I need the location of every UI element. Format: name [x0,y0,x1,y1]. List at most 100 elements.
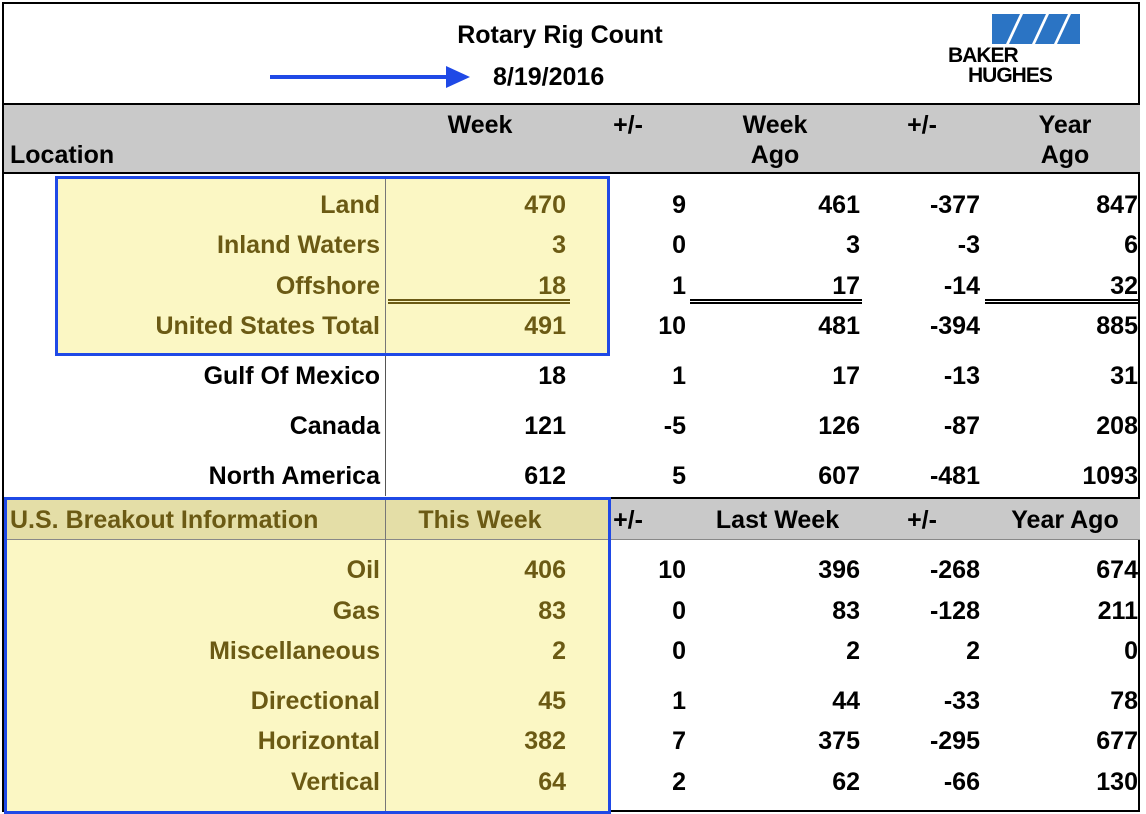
row-label: Offshore [275,272,380,300]
cell-week-ago: 607 [818,462,860,490]
row-label: Canada [289,412,380,440]
column-header-change-2: +/- [907,111,937,139]
cell-week-ago: 396 [818,556,860,584]
breakout-label-divider [385,499,386,812]
cell-week: 121 [524,412,566,440]
breakout-section-highlight [4,540,608,812]
breakout-header-this-week: This Week [418,506,542,534]
header-bottom-rule [4,172,1140,174]
breakout-header-change-2: +/- [907,506,937,534]
row-label: Gas [332,597,380,625]
cell-week: 64 [538,768,566,796]
cell-change-1: 5 [672,462,686,490]
cell-week: 382 [524,727,566,755]
cell-change-2: -268 [929,556,980,584]
breakout-header-year-ago: Year Ago [1011,506,1119,534]
cell-week-ago: 461 [818,191,860,219]
report-title: Rotary Rig Count [457,21,663,49]
logo-mark-icon [992,14,1080,44]
breakout-header-last-week: Last Week [715,506,840,534]
cell-change-1: 9 [672,191,686,219]
cell-change-1: 7 [672,727,686,755]
cell-change-2: -13 [943,362,980,390]
cell-change-1: 1 [672,687,686,715]
cell-week: 18 [538,272,566,300]
cell-week-ago: 62 [832,768,860,796]
row-label: Land [320,191,380,219]
cell-change-1: 0 [672,637,686,665]
cell-year-ago: 1093 [1082,462,1138,490]
breakout-bottom-rule [4,539,1140,540]
cell-change-1: 10 [658,556,686,584]
cell-change-2: -14 [943,272,980,300]
breakout-header-label: U.S. Breakout Information [10,506,319,534]
cell-change-2: -394 [929,312,980,340]
cell-year-ago: 674 [1096,556,1138,584]
row-label: Vertical [291,768,380,796]
total-double-rule-week-ago [690,299,862,304]
cell-year-ago: 847 [1096,191,1138,219]
cell-week-ago: 2 [846,637,860,665]
us-section-outline [55,176,610,356]
total-double-rule-week [388,299,570,304]
cell-change-2: 2 [966,637,980,665]
cell-change-1: 0 [672,597,686,625]
baker-hughes-logo: BAKER HUGHES [946,14,1088,94]
cell-week-ago: 3 [846,231,860,259]
cell-change-2: -33 [943,687,980,715]
cell-change-1: -5 [663,412,686,440]
us-section-highlight [57,178,608,354]
cell-week-ago: 83 [832,597,860,625]
cell-year-ago: 677 [1096,727,1138,755]
cell-change-1: 10 [658,312,686,340]
cell-year-ago: 0 [1124,637,1138,665]
row-label: North America [208,462,380,490]
column-header-year-ago-line1: Year [1038,111,1092,139]
cell-year-ago: 31 [1110,362,1138,390]
cell-change-1: 1 [672,362,686,390]
row-label: Directional [250,687,380,715]
total-double-rule-year-ago [985,299,1140,304]
cell-change-2: -3 [957,231,980,259]
cell-change-2: -87 [943,412,980,440]
cell-week: 18 [538,362,566,390]
cell-week: 83 [538,597,566,625]
header-top-rule [4,103,1140,105]
cell-year-ago: 32 [1110,272,1138,300]
cell-change-2: -128 [929,597,980,625]
label-column-divider-lower [385,354,386,496]
column-header-year-ago-line2: Ago [1040,141,1090,169]
arrow-right-icon [270,66,470,88]
cell-change-1: 2 [672,768,686,796]
row-label: Horizontal [257,727,380,755]
cell-week-ago: 481 [818,312,860,340]
cell-week: 2 [552,637,566,665]
breakout-header-change-1: +/- [613,506,643,534]
column-header-week-ago-line1: Week [742,111,808,139]
cell-week: 406 [524,556,566,584]
cell-week: 45 [538,687,566,715]
cell-change-2: -295 [929,727,980,755]
breakout-section-outline [4,497,611,814]
report-date: 8/19/2016 [493,63,605,91]
column-header-change-1: +/- [613,111,643,139]
logo-text-line1: BAKER [948,44,1019,67]
logo-text-line2: HUGHES [968,64,1053,87]
label-column-divider [385,178,386,354]
cell-week: 491 [524,312,566,340]
cell-week: 470 [524,191,566,219]
cell-year-ago: 211 [1097,597,1138,625]
cell-week: 612 [524,462,566,490]
cell-year-ago: 208 [1096,412,1138,440]
cell-year-ago: 78 [1110,687,1138,715]
cell-week: 3 [552,231,566,259]
row-label: United States Total [155,312,380,340]
column-header-week: Week [447,111,513,139]
column-header-location: Location [10,141,115,169]
column-header-week-ago-line2: Ago [750,141,800,169]
cell-week-ago: 44 [832,687,860,715]
row-label: Miscellaneous [209,637,380,665]
row-label: Inland Waters [217,231,380,259]
cell-year-ago: 885 [1096,312,1138,340]
cell-change-2: -66 [943,768,980,796]
